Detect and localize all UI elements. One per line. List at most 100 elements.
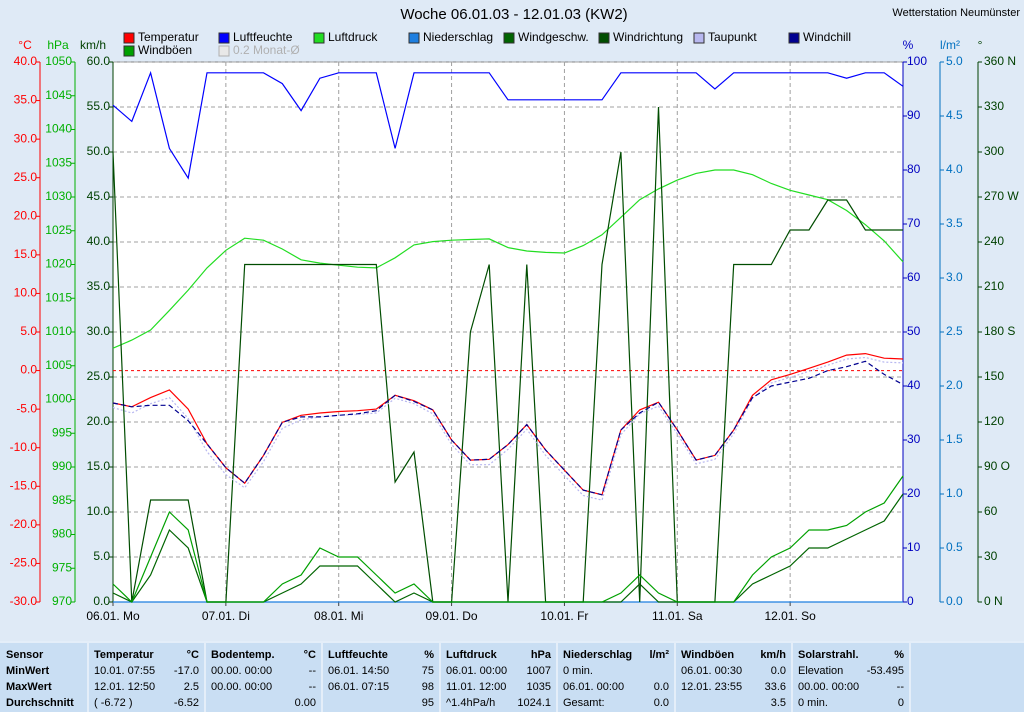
y-tick-label: 120 bbox=[984, 414, 1004, 428]
y-tick-label: -25.0 bbox=[10, 556, 38, 570]
y-tick-label: 15.0 bbox=[87, 459, 111, 473]
y-tick-label: 0 bbox=[907, 594, 914, 608]
column-unit: % bbox=[894, 649, 904, 661]
x-tick-label: 10.01. Fr bbox=[540, 609, 588, 623]
column-unit: % bbox=[424, 649, 434, 661]
axis-unit: l/m² bbox=[940, 38, 960, 52]
table-header: Sensor bbox=[6, 649, 44, 661]
column-header: Temperatur bbox=[94, 649, 154, 661]
cell-right: 0.0 bbox=[654, 681, 669, 693]
cell-right: -17.0 bbox=[174, 665, 199, 677]
y-tick-label: 35.0 bbox=[87, 279, 111, 293]
y-tick-label: 1015 bbox=[45, 290, 72, 304]
y-tick-label: 0.0 bbox=[20, 363, 37, 377]
x-tick-label: 09.01. Do bbox=[426, 609, 478, 623]
y-tick-label: 55.0 bbox=[87, 99, 111, 113]
series-line bbox=[112, 360, 904, 496]
y-tick-label: 60 bbox=[907, 270, 921, 284]
legend-swatch bbox=[788, 32, 800, 44]
y-tick-label: 30 bbox=[907, 432, 921, 446]
legend-label: Windchill bbox=[803, 30, 851, 44]
y-tick-label: 985 bbox=[52, 493, 72, 507]
y-tick-label: 0 N bbox=[984, 594, 1003, 608]
x-tick-label: 08.01. Mi bbox=[314, 609, 363, 623]
cell-right: 0 bbox=[898, 697, 904, 709]
cell-right: 2.5 bbox=[184, 681, 199, 693]
legend-label: Temperatur bbox=[138, 30, 199, 44]
y-tick-label: 40.0 bbox=[14, 54, 38, 68]
y-tick-label: 5.0 bbox=[946, 54, 963, 68]
y-tick-label: -15.0 bbox=[10, 478, 38, 492]
legend-label: Luftfeuchte bbox=[233, 30, 293, 44]
y-tick-label: 300 bbox=[984, 144, 1004, 158]
y-tick-label: 15.0 bbox=[14, 247, 38, 261]
cell-right: -- bbox=[897, 681, 905, 693]
axis-unit: °C bbox=[18, 38, 32, 52]
stats-table-bg bbox=[0, 641, 1024, 712]
column-unit: l/m² bbox=[649, 649, 669, 661]
y-tick-label: 270 W bbox=[984, 189, 1019, 203]
y-tick-label: 210 bbox=[984, 279, 1004, 293]
y-tick-label: 970 bbox=[52, 594, 72, 608]
column-unit: °C bbox=[304, 649, 316, 661]
y-tick-label: 10.0 bbox=[87, 504, 111, 518]
y-tick-label: 1045 bbox=[45, 88, 72, 102]
y-tick-label: 70 bbox=[907, 216, 921, 230]
y-tick-label: 3.0 bbox=[946, 270, 963, 284]
cell-left: 12.01. 23:55 bbox=[681, 681, 742, 693]
x-tick-label: 11.01. Sa bbox=[652, 609, 703, 623]
station-name: Wetterstation Neumünster bbox=[892, 7, 1020, 19]
legend-label: 0.2 Monat-Ø bbox=[233, 43, 300, 57]
cell-left: 06.01. 00:30 bbox=[681, 665, 742, 677]
y-tick-label: 0.0 bbox=[93, 594, 110, 608]
y-tick-label: 990 bbox=[52, 459, 72, 473]
y-tick-label: 1.5 bbox=[946, 432, 963, 446]
y-tick-label: 90 bbox=[907, 108, 921, 122]
cell-left: 0 min. bbox=[798, 697, 828, 709]
legend-swatch bbox=[408, 32, 420, 44]
cell-right: 75 bbox=[422, 665, 434, 677]
cell-right: 1007 bbox=[527, 665, 551, 677]
cell-left: 06.01. 14:50 bbox=[328, 665, 389, 677]
column-header: Niederschlag bbox=[563, 649, 632, 661]
legend-label: Taupunkt bbox=[708, 30, 757, 44]
y-tick-label: 0.0 bbox=[946, 594, 963, 608]
cell-right: 1024.1 bbox=[517, 697, 551, 709]
y-tick-label: -5.0 bbox=[16, 401, 37, 415]
legend-swatch bbox=[123, 45, 135, 57]
row-label: MaxWert bbox=[6, 681, 52, 693]
cell-right: 0.0 bbox=[654, 697, 669, 709]
legend-swatch bbox=[313, 32, 325, 44]
y-tick-label: 50.0 bbox=[87, 144, 111, 158]
legend-swatch bbox=[123, 32, 135, 44]
y-tick-label: 975 bbox=[52, 560, 72, 574]
cell-right: 1035 bbox=[527, 681, 551, 693]
cell-right: 33.6 bbox=[765, 681, 786, 693]
y-tick-label: 1010 bbox=[45, 324, 72, 338]
cell-left: Elevation bbox=[798, 665, 843, 677]
y-tick-label: 180 S bbox=[984, 324, 1015, 338]
y-tick-label: 10 bbox=[907, 540, 921, 554]
cell-left: 10.01. 07:55 bbox=[94, 665, 155, 677]
row-label: Durchschnitt bbox=[6, 697, 74, 709]
series-line bbox=[112, 352, 904, 496]
column-header: Solarstrahl. bbox=[798, 649, 859, 661]
y-tick-label: 25.0 bbox=[14, 170, 38, 184]
y-tick-label: 0.5 bbox=[946, 540, 963, 554]
y-tick-label: 100 bbox=[907, 54, 927, 68]
series-line bbox=[112, 169, 904, 349]
y-tick-label: 90 O bbox=[984, 459, 1010, 473]
y-tick-label: 10.0 bbox=[14, 286, 38, 300]
column-header: Bodentemp. bbox=[211, 649, 275, 661]
series-line bbox=[112, 356, 904, 501]
stats-table: Sensor MinWert MaxWert Durchschnitt Temperat… bbox=[0, 641, 1024, 712]
y-tick-label: 30.0 bbox=[87, 324, 111, 338]
cell-right: -53.495 bbox=[867, 665, 904, 677]
y-tick-label: 1030 bbox=[45, 189, 72, 203]
x-tick-label: 12.01. So bbox=[764, 609, 816, 623]
y-tick-label: 1005 bbox=[45, 358, 72, 372]
cell-left: 0 min. bbox=[563, 665, 593, 677]
y-tick-label: 40 bbox=[907, 378, 921, 392]
cell-left: ( -6.72 ) bbox=[94, 697, 133, 709]
chart-title: Woche 06.01.03 - 12.01.03 (KW2) bbox=[400, 6, 627, 23]
